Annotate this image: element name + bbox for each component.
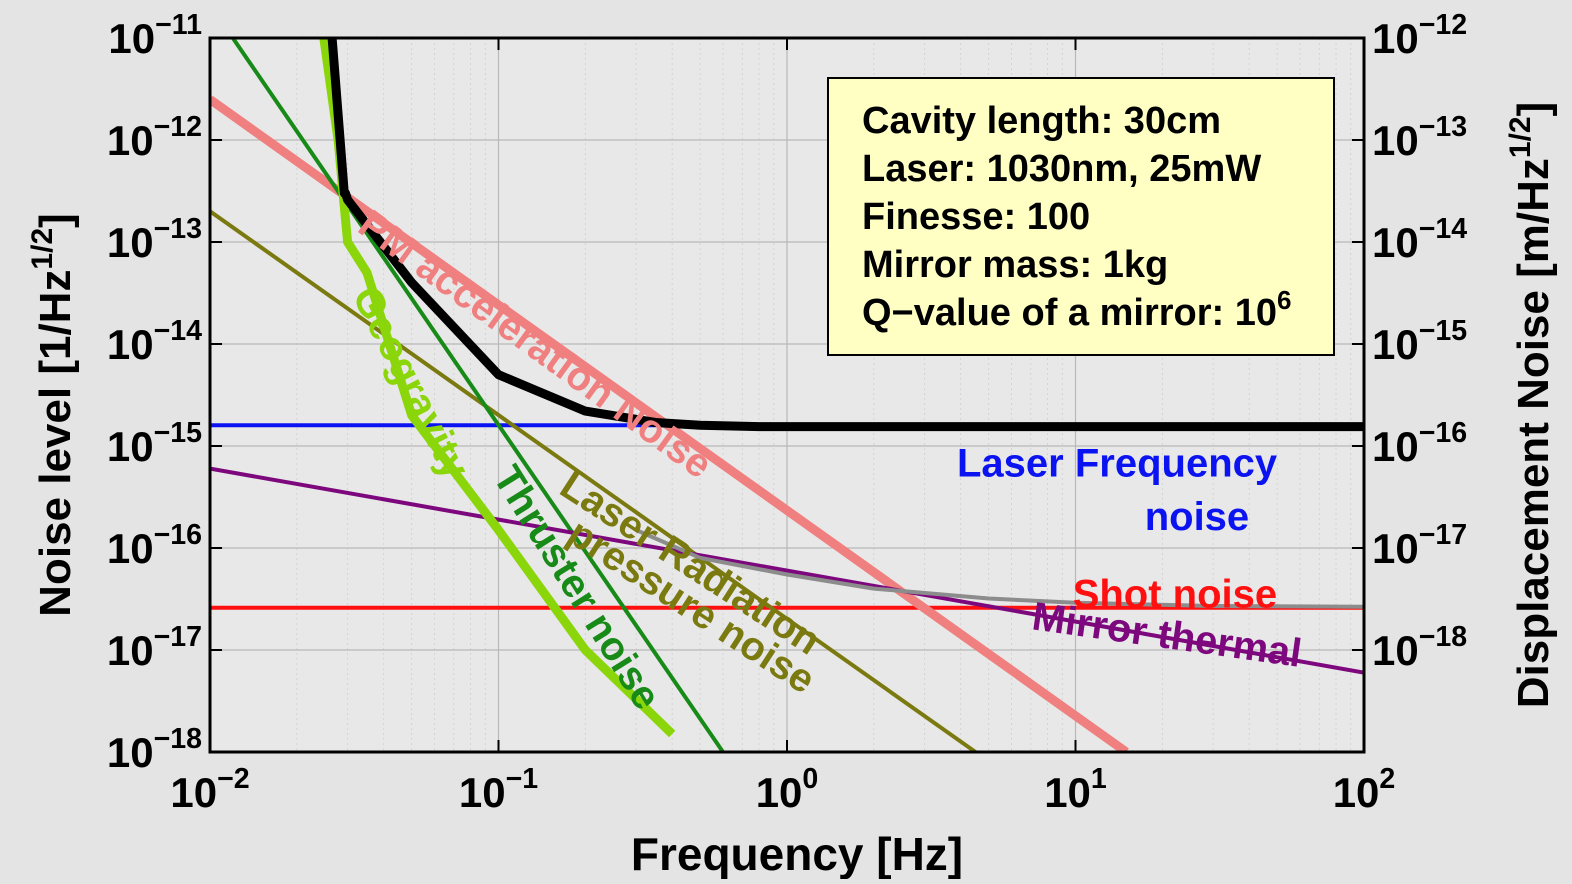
x-tick-label: 10−1 — [459, 763, 538, 816]
info-box-line: Q−value of a mirror: 106 — [862, 285, 1291, 334]
x-axis: 10−2 10−1 100 101 102 — [170, 38, 1395, 816]
y-right-axis-title: Displacement Noise [m/Hz1/2] — [1504, 102, 1558, 709]
y-tick-label: 10−18 — [107, 723, 202, 776]
y-axis-left: 10−18 10−17 10−16 10−15 10−14 10−13 10−12 10−11 — [107, 9, 222, 776]
x-tick-label: 101 — [1044, 763, 1107, 816]
y-tick-label: 10−14 — [107, 315, 202, 368]
x-axis-title: Frequency [Hz] — [631, 828, 963, 879]
info-box-line: Mirror mass: 1kg — [862, 244, 1168, 286]
series-thruster-noise — [231, 38, 725, 752]
annotation-label: Laser Frequency — [957, 442, 1278, 486]
x-tick-label: 10−2 — [170, 763, 249, 816]
series-line-8 — [327, 38, 1364, 432]
y-right-tick-label: 10−17 — [1372, 519, 1467, 572]
y-axis-title: Noise level [1/Hz1/2] — [26, 213, 80, 617]
y-tick-label: 10−11 — [108, 9, 202, 62]
series-line-7 — [635, 528, 1364, 609]
y-right-tick-label: 10−16 — [1372, 417, 1467, 470]
annotation-label: noise — [1145, 495, 1249, 539]
y-tick-label: 10−17 — [107, 621, 202, 674]
info-box-frame — [827, 77, 1335, 356]
x-tick-label: 102 — [1333, 763, 1396, 816]
info-box-line: Cavity length: 30cm — [862, 100, 1221, 142]
y-tick-label: 10−12 — [107, 111, 202, 164]
y-right-tick-label: 10−15 — [1372, 315, 1467, 368]
y-right-tick-label: 10−18 — [1372, 621, 1467, 674]
series-laser-radiation-pressure-noise — [210, 209, 977, 752]
annotation-label: Shot noise — [1073, 573, 1277, 617]
y-right-tick-label: 10−12 — [1372, 9, 1467, 62]
series-mirror-thermal — [210, 466, 1364, 675]
info-box-line: Laser: 1030nm, 25mW — [862, 148, 1261, 190]
series-group — [210, 38, 1364, 752]
y-right-tick-label: 10−14 — [1372, 213, 1467, 266]
y-right-tick-label: 10−13 — [1372, 111, 1467, 164]
y-tick-label: 10−13 — [107, 213, 202, 266]
y-axis-right: 10−18 10−17 10−16 10−15 10−14 10−13 10−12 — [1352, 9, 1467, 674]
info-box-line: Finesse: 100 — [862, 196, 1090, 238]
info-box: Cavity length: 30cm Laser: 1030nm, 25mW Fi… — [827, 77, 1335, 356]
y-tick-label: 10−15 — [107, 417, 202, 470]
x-tick-label: 100 — [756, 763, 819, 816]
y-tick-label: 10−16 — [107, 519, 202, 572]
